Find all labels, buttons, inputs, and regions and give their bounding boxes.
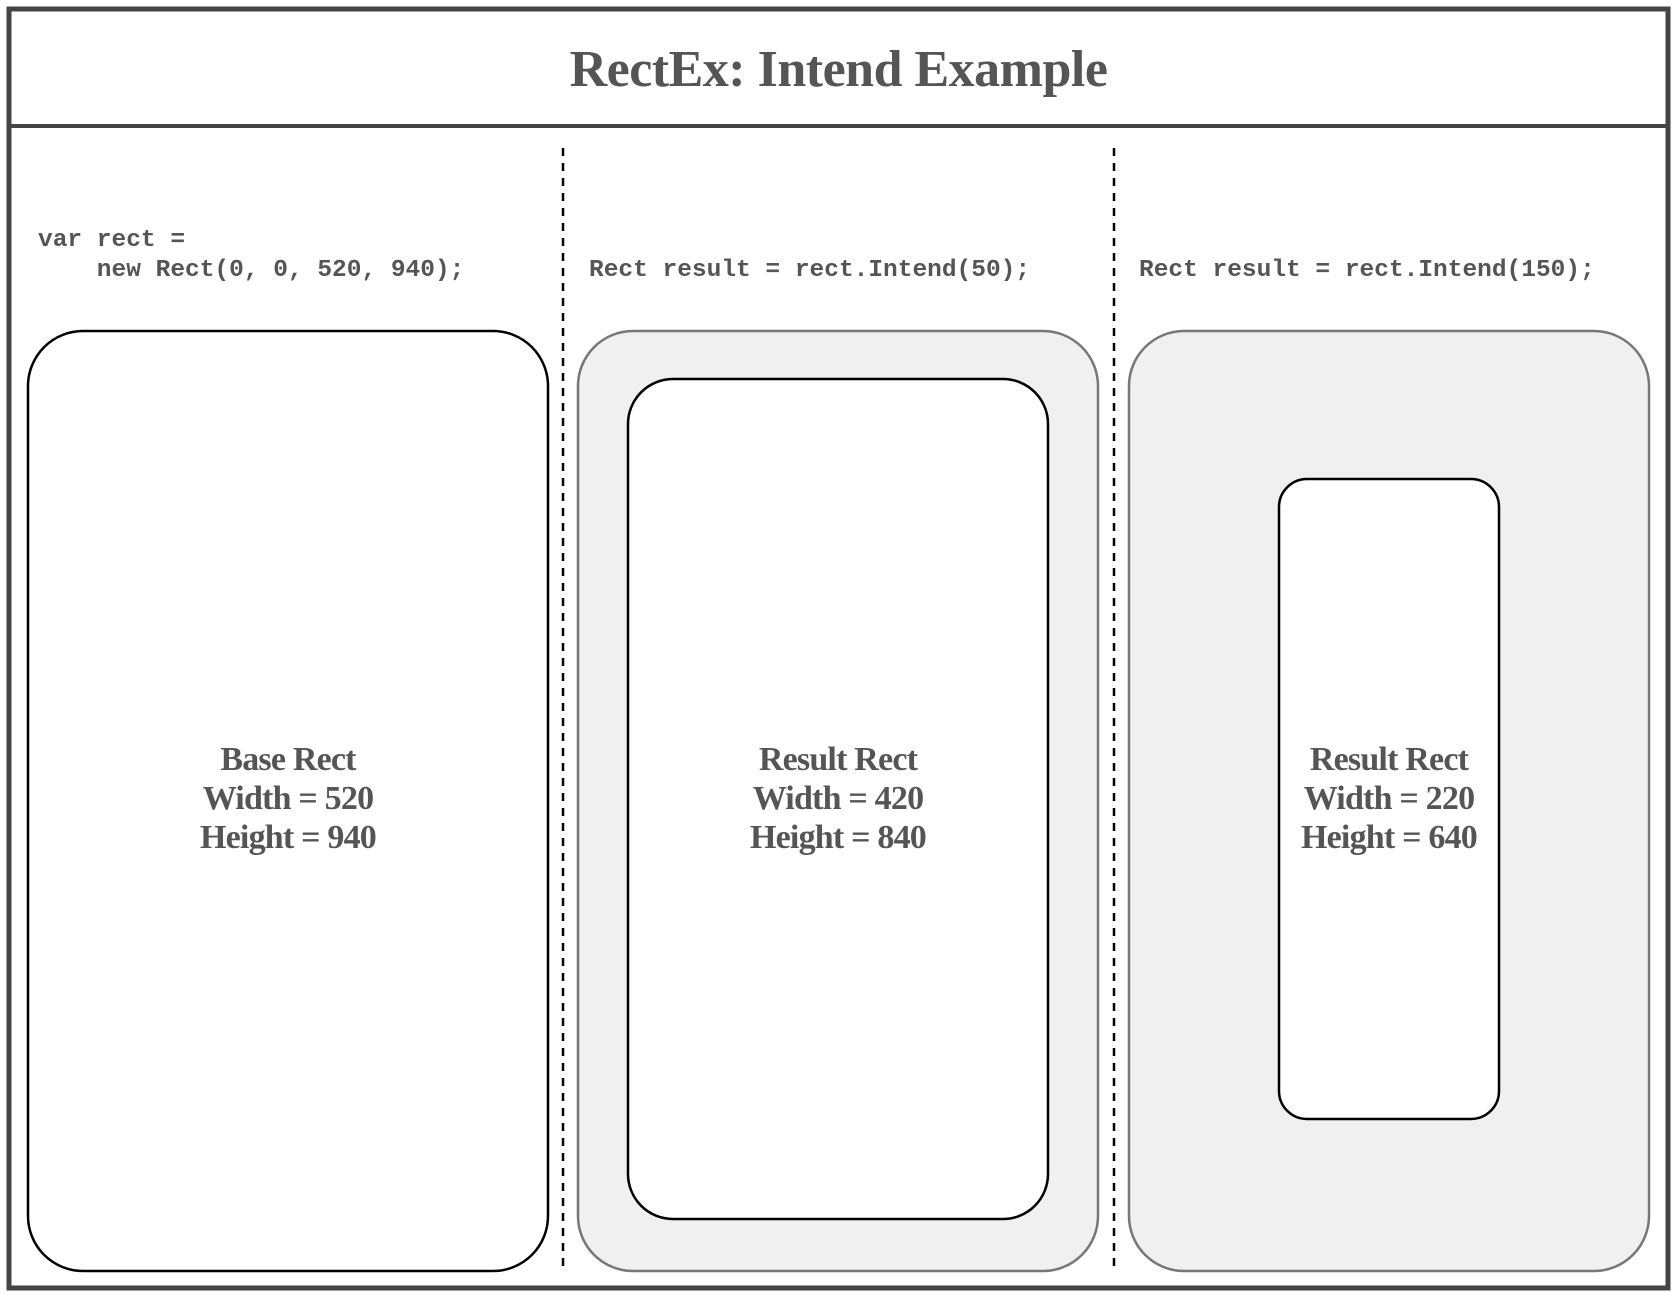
base-rect bbox=[26, 329, 550, 1273]
rect-name: Result Rect bbox=[1309, 741, 1469, 778]
result-rect-panel-2 bbox=[626, 377, 1050, 1221]
code-line: var rect = bbox=[38, 227, 186, 254]
code-snippet-panel-3: Rect result = rect.Intend(150); bbox=[1139, 256, 1595, 286]
rect-width: Width = 220 bbox=[1303, 780, 1475, 817]
rect-height: Height = 840 bbox=[750, 819, 927, 856]
rect-name: Base Rect bbox=[220, 741, 356, 778]
base-rect-label: Base Rect Width = 520 Height = 940 bbox=[138, 740, 438, 857]
result-rect-panel-3 bbox=[1277, 477, 1501, 1121]
code-snippet-panel-2: Rect result = rect.Intend(50); bbox=[589, 256, 1030, 286]
result-rect-label-panel-2: Result Rect Width = 420 Height = 840 bbox=[688, 740, 988, 857]
code-snippet-panel-1: var rect = new Rect(0, 0, 520, 940); bbox=[38, 226, 464, 286]
rect-name: Result Rect bbox=[758, 741, 918, 778]
rect-width: Width = 420 bbox=[752, 780, 924, 817]
rect-width: Width = 520 bbox=[202, 780, 374, 817]
rect-height: Height = 940 bbox=[200, 819, 377, 856]
code-line: Rect result = rect.Intend(150); bbox=[1139, 257, 1595, 284]
rect-height: Height = 640 bbox=[1301, 819, 1478, 856]
code-line: Rect result = rect.Intend(50); bbox=[589, 257, 1031, 284]
outer-frame bbox=[6, 6, 1671, 1291]
code-line: new Rect(0, 0, 520, 940); bbox=[38, 257, 465, 284]
result-rect-label-panel-3: Result Rect Width = 220 Height = 640 bbox=[1239, 740, 1539, 857]
diagram-title: RectEx: Intend Example bbox=[569, 41, 1108, 98]
